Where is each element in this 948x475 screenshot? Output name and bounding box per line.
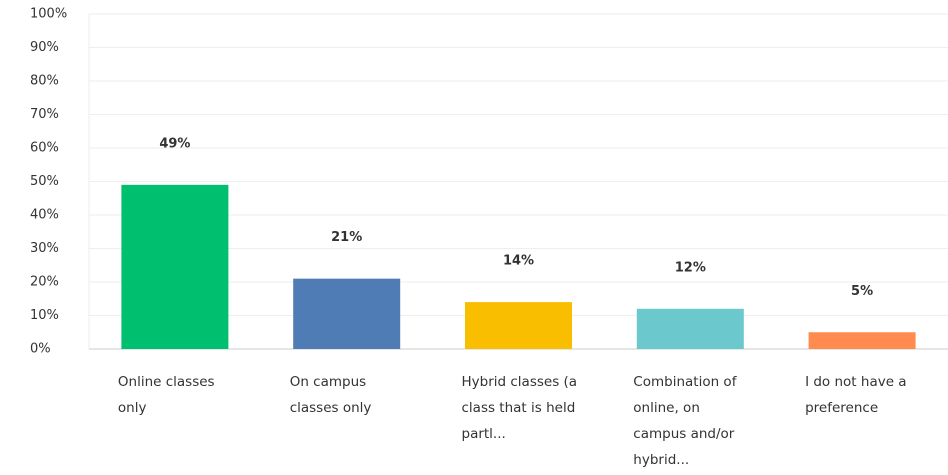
y-tick-label: 70%	[30, 107, 59, 122]
x-tick-label: I do not have a preference	[805, 374, 907, 416]
bar	[808, 332, 916, 349]
bar	[121, 184, 229, 349]
y-tick-label: 60%	[30, 141, 59, 156]
x-tick-label: Combination of online, on campus and/or …	[633, 374, 737, 468]
x-tick-label: Online classes only	[117, 374, 215, 416]
y-tick-label: 10%	[30, 308, 59, 323]
x-tick-label: On campus classes only	[289, 374, 372, 416]
y-tick-label: 80%	[30, 74, 59, 89]
value-label: 21%	[331, 230, 362, 245]
y-tick-label: 100%	[30, 7, 67, 22]
y-tick-label: 90%	[30, 40, 59, 55]
bar	[465, 302, 572, 349]
bar	[293, 278, 401, 349]
value-label: 5%	[851, 284, 873, 299]
y-tick-label: 50%	[30, 174, 59, 189]
y-tick-label: 40%	[30, 208, 59, 223]
y-tick-label: 0%	[30, 342, 51, 357]
bar	[636, 308, 744, 349]
y-tick-label: 30%	[30, 241, 59, 256]
y-tick-label: 20%	[30, 275, 59, 290]
value-label: 12%	[675, 260, 706, 275]
value-label: 49%	[159, 136, 190, 151]
x-tick-label: Hybrid classes (a class that is held par…	[461, 374, 578, 442]
value-label: 14%	[503, 254, 534, 269]
